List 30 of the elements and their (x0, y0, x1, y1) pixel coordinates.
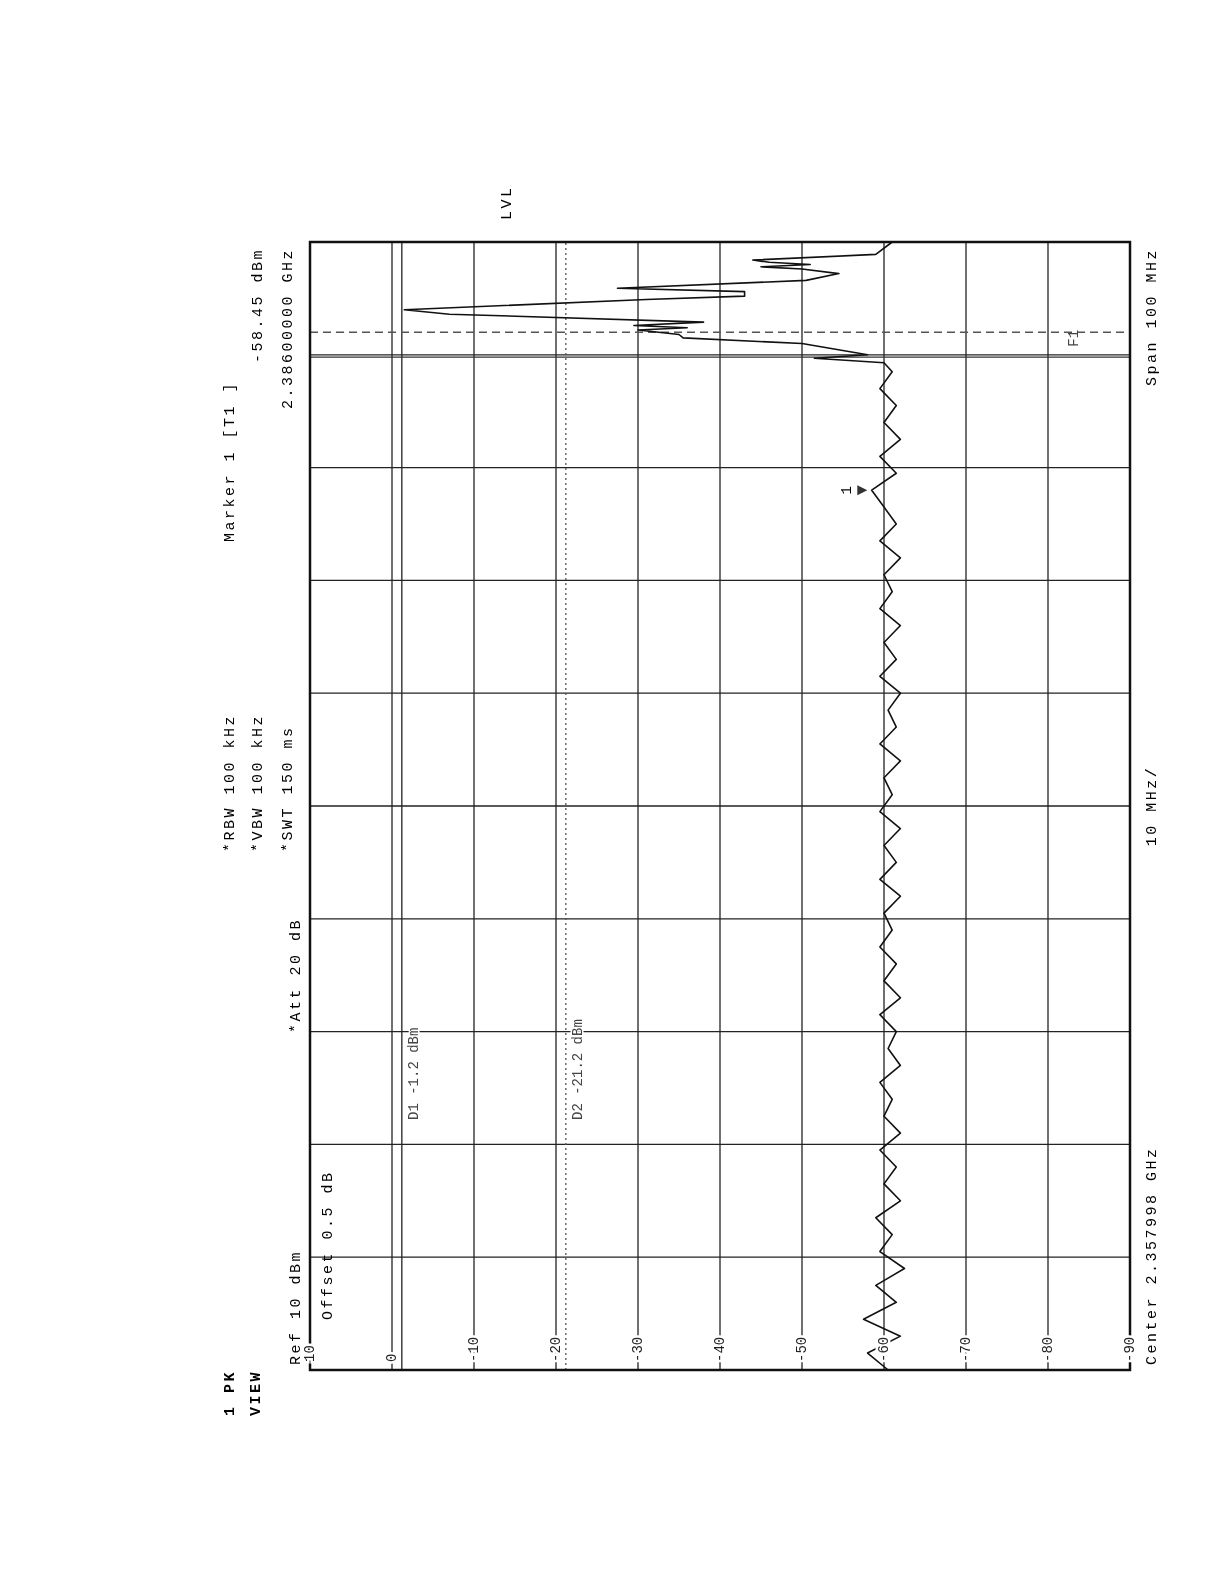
text: *SWT 150 ms (280, 725, 297, 852)
text: 2.38600000 GHz (280, 248, 297, 410)
text: Span 100 MHz (1144, 248, 1161, 387)
text: VIEW (248, 1369, 265, 1416)
text: -58.45 dBm (250, 248, 267, 364)
text: *Att 20 dB (288, 917, 305, 1033)
annotation: Offset 0.5 dB (320, 1170, 337, 1320)
ref-line-label: F1 (1066, 329, 1082, 347)
x-tick-label: -70 (958, 1336, 974, 1362)
text: Marker 1 [T1 ] (222, 380, 239, 542)
text: *VBW 100 kHz (250, 713, 267, 852)
annotation: 1 (839, 485, 856, 495)
x-tick-label: -80 (1040, 1336, 1056, 1362)
text: Ref 10 dBm (288, 1249, 305, 1365)
ref-line-label: D2 -21.2 dBm (569, 1019, 586, 1120)
text: *RBW 100 kHz (222, 713, 239, 852)
text: Center 2.357998 GHz (1144, 1146, 1161, 1365)
text: 1 PK (222, 1369, 239, 1416)
x-tick-label: -60 (876, 1336, 892, 1362)
text: LVL (499, 185, 516, 220)
x-tick-label: -90 (1122, 1336, 1138, 1362)
x-tick-label: 10 (302, 1345, 318, 1362)
x-tick-label: -50 (794, 1336, 810, 1362)
x-tick-label: -30 (630, 1336, 646, 1362)
x-tick-label: -40 (712, 1336, 728, 1362)
x-tick-label: -20 (548, 1336, 564, 1362)
ref-line-label: D1 -1.2 dBm (405, 1027, 422, 1120)
x-tick-label: 0 (384, 1353, 400, 1362)
text: 10 MHz/ (1144, 765, 1161, 847)
x-tick-label: -10 (466, 1336, 482, 1362)
